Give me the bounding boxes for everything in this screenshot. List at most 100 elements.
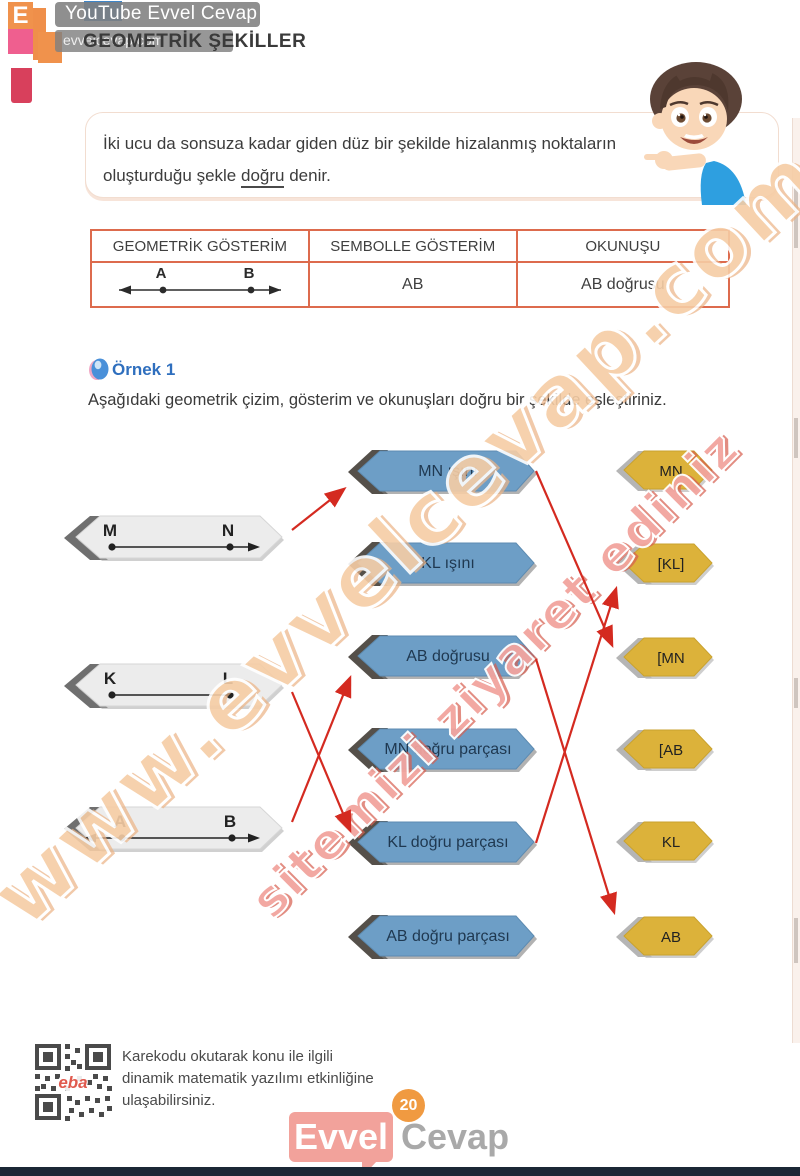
arrowhead-left <box>118 285 131 295</box>
yellow-badge-label: KL <box>661 833 681 851</box>
point-m-dot <box>108 543 116 551</box>
logo-square-orange-e: E <box>8 2 33 30</box>
table-header-row: GEOMETRİK GÖSTERİM SEMBOLLE GÖSTERİM OKU… <box>90 229 731 263</box>
ray-arrowhead <box>248 542 260 552</box>
table-header-reading: OKUNUŞU <box>515 229 731 263</box>
boy-finger <box>644 154 666 160</box>
point-m-label: M <box>103 521 117 540</box>
drawing-badge-ab: A B <box>64 803 292 853</box>
blue-badge-label: MN ışını <box>418 463 478 480</box>
drawing-badge-kl: K L <box>64 660 292 710</box>
yellow-badge-chevron <box>616 822 652 862</box>
point-n-dot <box>226 543 234 551</box>
yellow-badge-chevron <box>616 917 652 957</box>
point-b-dot <box>228 834 236 842</box>
blue-badge-ab-dogrusu: AB doğrusu <box>348 632 540 682</box>
arrow-abdogrusu-to-ab <box>534 658 617 916</box>
blue-badge-mn-dogru-parcasi: MN doğru parçası <box>348 725 540 775</box>
yellow-badge-label: AB <box>660 928 681 946</box>
boy-mouth <box>680 137 708 144</box>
boy-character <box>644 62 746 205</box>
yellow-badge-body <box>623 729 713 769</box>
line-ab-drawing: A B <box>118 265 281 295</box>
blue-badge-label: AB doğrusu <box>406 648 490 665</box>
yellow-badge-mn: MN <box>616 448 720 494</box>
point-l-label: L <box>223 669 233 688</box>
site-banner: evvelcevap.com <box>55 30 233 52</box>
page-edge-strip <box>792 118 800 1043</box>
blue-badge-body <box>357 450 535 492</box>
boy-brow-left <box>669 101 689 107</box>
point-b-label: B <box>243 265 254 282</box>
yellow-badge-mn-bracket: [MN <box>616 635 720 681</box>
yellow-badge-kl: KL <box>616 819 720 865</box>
blue-badge-chevron <box>348 728 388 772</box>
gray-badge-body <box>75 806 283 850</box>
point-a-dot <box>159 286 167 294</box>
gray-badge-chevron <box>64 664 108 708</box>
qr-caption: Karekodu okutarak konu ile ilgili dinami… <box>122 1046 422 1112</box>
blue-badge-chevron <box>348 635 388 679</box>
boy-hair-front <box>660 70 729 111</box>
yellow-badge-body <box>623 821 713 861</box>
yellow-badge-body <box>623 450 713 490</box>
table-cell-reading: AB doğrusu <box>515 261 731 308</box>
example-icon-gloss <box>94 360 102 370</box>
yellow-badge-label: [AB <box>658 741 684 759</box>
arrow-kldogruparcasi-to-klbrackets <box>534 585 619 844</box>
logo-square-pink <box>8 29 33 54</box>
boy-teeth <box>684 134 704 139</box>
footer-logo-cevap: Cevap <box>401 1116 510 1157</box>
definition-underlined-word: doğru <box>241 166 285 188</box>
blue-badge-body <box>357 915 535 957</box>
arrow-mn-to-mnisini <box>291 486 347 531</box>
table-cell-symbol: AB <box>307 261 518 308</box>
arrowhead-right <box>268 285 281 295</box>
blue-badge-kl-dogru-parcasi: KL doğru parçası <box>348 818 540 868</box>
example-instruction: Aşağıdaki geometrik çizim, gösterim ve o… <box>88 391 667 409</box>
point-b-label: B <box>224 812 236 831</box>
table-cell-drawing: A B <box>90 261 310 308</box>
table-header-symbol: SEMBOLLE GÖSTERİM <box>307 229 518 263</box>
arrow-kl-to-kldogruparcasi <box>290 691 352 834</box>
blue-badge-chevron <box>348 915 388 959</box>
definition-line1: İki ucu da sonsuza kadar giden düz bir ş… <box>103 134 617 153</box>
blue-badge-chevron <box>348 450 388 494</box>
example-title: Örnek 1 <box>112 360 176 379</box>
yellow-badge-ab: AB <box>616 914 720 960</box>
boy-glint-left <box>677 113 681 117</box>
yellow-badge-chevron <box>616 730 652 770</box>
point-k-dot <box>108 691 116 699</box>
gray-badge-chevron <box>64 807 108 851</box>
blue-badge-body <box>357 821 535 863</box>
blue-badge-body <box>357 542 535 584</box>
yellow-badge-chevron <box>616 544 652 584</box>
yellow-badge-body <box>623 916 713 956</box>
arrow-ab-to-abdogrusu <box>290 674 352 823</box>
line-arrowhead-left <box>84 833 96 843</box>
page-title: GEOMETRİK ŞEKİLLER <box>83 31 307 52</box>
drawing-badge-mn: M N <box>64 512 292 562</box>
blue-badge-body <box>357 728 535 770</box>
site-banner-text: evvelcevap.com <box>63 32 164 48</box>
point-k-label: K <box>104 669 117 688</box>
footer-logo-evvel: Evvel <box>289 1112 393 1162</box>
point-n-label: N <box>222 521 234 540</box>
yellow-badge-ab-bracket: [AB <box>616 727 720 773</box>
boy-pupil-left <box>680 115 684 119</box>
point-a-label: A <box>114 812 126 831</box>
point-b-dot <box>247 286 255 294</box>
qr-caption-line3: ulaşabilirsiniz. <box>122 1092 216 1109</box>
blue-badge-label: AB doğru parçası <box>386 928 510 945</box>
boy-glint-right <box>703 113 707 117</box>
yellow-badge-label: [KL] <box>657 555 685 573</box>
youtube-banner-text: YouTube Evvel Cevap <box>65 3 258 24</box>
boy-shirt <box>700 161 746 205</box>
definition-text: İki ucu da sonsuza kadar giden düz bir ş… <box>103 128 663 192</box>
qr-caption-line1: Karekodu okutarak konu ile ilgili <box>122 1048 333 1065</box>
definition-line2-after: denir. <box>289 166 331 185</box>
bottom-bar <box>0 1167 800 1176</box>
example-icon <box>89 358 109 380</box>
blue-badge-chevron <box>348 542 388 586</box>
